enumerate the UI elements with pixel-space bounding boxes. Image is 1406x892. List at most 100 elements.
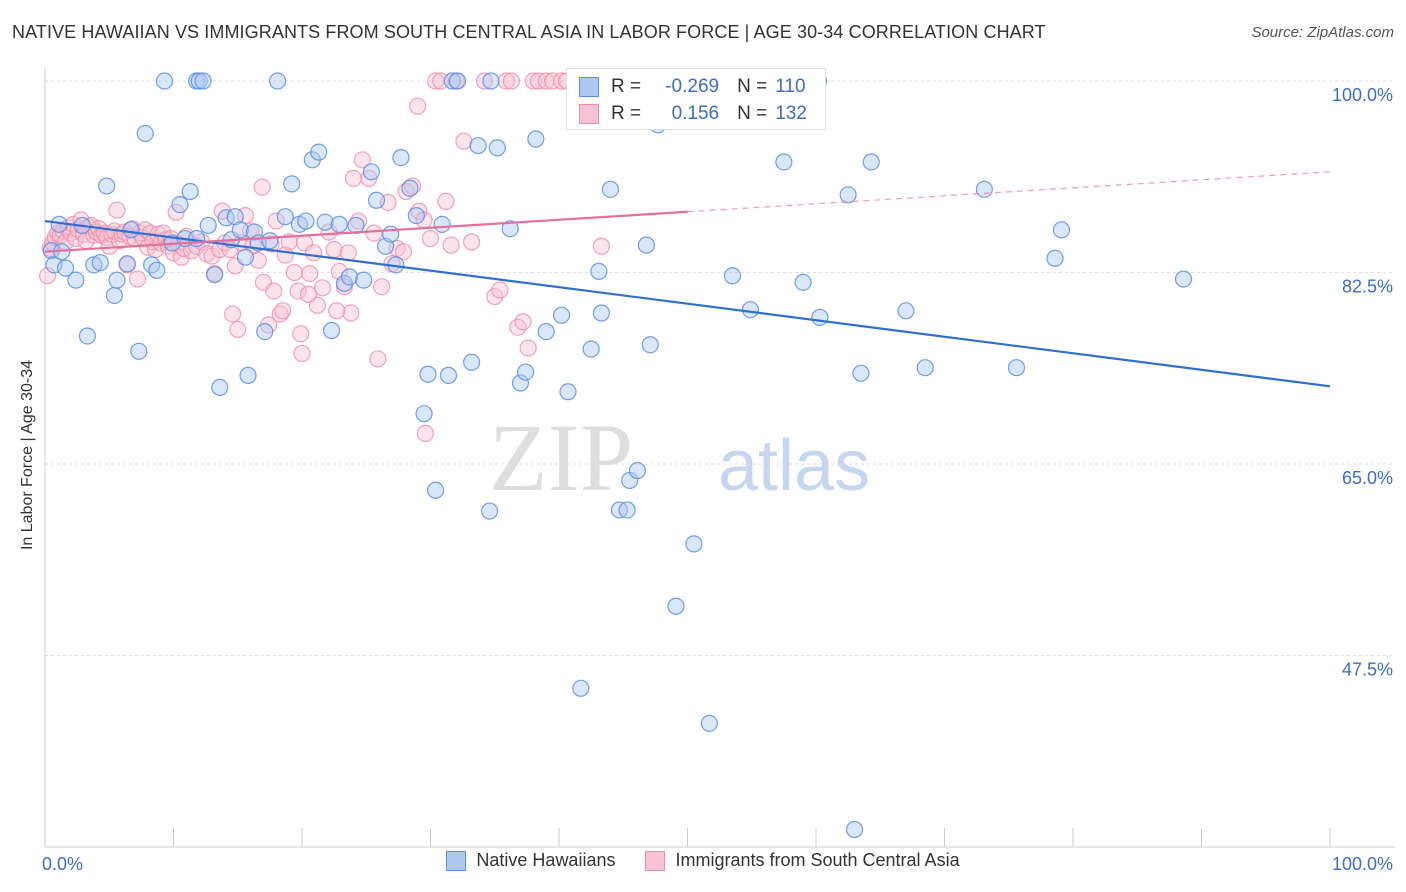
blue-trend-line: [44, 219, 1331, 388]
blue-point: [443, 72, 461, 90]
blue-point: [469, 136, 487, 155]
blue-point: [171, 196, 189, 214]
pink-point: [353, 151, 371, 169]
blue-point: [91, 254, 109, 272]
legend-label-blue: Native Hawaiians: [476, 850, 616, 870]
blue-point: [419, 365, 437, 383]
blue-point: [355, 271, 373, 289]
blue-point: [367, 191, 386, 209]
tick-labels: 47.5% 65.0% 82.5% 100.0% 0.0% 100.0%: [42, 85, 1393, 874]
blue-point: [601, 180, 620, 198]
watermark-atlas: atlas: [718, 426, 870, 506]
blue-point: [231, 221, 249, 239]
pink-point: [292, 325, 310, 343]
blue-point: [297, 212, 315, 230]
pink-point: [437, 192, 455, 210]
blue-point: [845, 820, 864, 839]
pink-point: [463, 233, 481, 251]
blue-point: [181, 182, 199, 201]
stats-box: R = -0.269 N = 110 R = 0.156 N = 132: [566, 68, 826, 130]
blue-series-points: [42, 72, 1193, 839]
blue-point: [685, 535, 703, 553]
blue-point: [188, 229, 206, 248]
legend: Native Hawaiians Immigrants from South C…: [0, 850, 1406, 871]
pink-point: [524, 72, 542, 90]
blue-point: [852, 364, 870, 382]
blue-point: [199, 216, 217, 235]
blue-point: [136, 124, 154, 143]
blue-point: [108, 271, 126, 289]
blue-point: [572, 679, 590, 697]
pink-point: [274, 302, 292, 320]
pink-series-points: [38, 72, 611, 442]
pink-point: [543, 72, 562, 90]
blue-point: [439, 366, 458, 384]
blue-point: [256, 322, 274, 341]
blue-point: [488, 139, 506, 157]
blue-point: [501, 220, 519, 238]
blue-point: [148, 261, 166, 279]
pink-point: [289, 282, 307, 300]
blue-point: [190, 72, 208, 90]
pink-point: [285, 263, 303, 282]
blue-point: [481, 502, 499, 520]
legend-swatch-blue: [446, 850, 467, 871]
blue-point: [245, 223, 264, 241]
pink-point: [502, 72, 521, 90]
blue-point: [155, 72, 174, 90]
pink-point: [108, 201, 126, 219]
pink-point: [369, 350, 387, 368]
blue-point: [98, 177, 116, 195]
blue-point: [392, 149, 410, 167]
pink-point: [313, 279, 332, 297]
blue-point: [236, 248, 255, 266]
blue-point: [85, 256, 103, 274]
pink-point: [442, 236, 460, 254]
blue-point: [511, 374, 530, 392]
blue-point: [211, 378, 229, 396]
legend-label-pink: Immigrants from South Central Asia: [675, 850, 960, 870]
blue-point: [239, 366, 257, 384]
blue-point: [975, 180, 993, 198]
blue-point: [862, 153, 880, 171]
pink-point: [427, 72, 445, 90]
pink-point: [293, 344, 311, 363]
blue-point: [1174, 270, 1193, 288]
pink-point: [325, 240, 343, 259]
blue-point: [582, 340, 600, 358]
blue-point: [362, 163, 380, 181]
pink-point: [304, 244, 323, 262]
pink-point: [394, 243, 413, 261]
pink-point: [514, 313, 532, 331]
pink-n-value: 132: [775, 103, 807, 124]
pink-point: [416, 424, 434, 442]
blue-point: [382, 225, 400, 243]
pink-point: [475, 72, 494, 90]
blue-point: [527, 130, 545, 148]
blue-n-value: 110: [775, 76, 806, 97]
blue-point: [217, 209, 235, 227]
blue-point: [226, 208, 244, 226]
pink-trend-line-dashed: [687, 171, 1331, 213]
blue-point: [322, 321, 341, 340]
blue-point: [741, 301, 760, 319]
pink-point: [491, 281, 509, 299]
legend-item-blue[interactable]: Native Hawaiians: [446, 850, 615, 871]
blue-r-label: R =: [611, 76, 642, 97]
pink-point: [38, 267, 57, 285]
blue-point: [316, 213, 334, 231]
pink-point: [409, 97, 427, 115]
y-tick-label: 65.0%: [1342, 468, 1393, 488]
blue-point: [592, 304, 611, 322]
blue-point: [261, 232, 279, 250]
legend-item-pink[interactable]: Immigrants from South Central Asia: [645, 850, 960, 871]
blue-point: [1007, 359, 1026, 377]
pink-point: [342, 304, 360, 322]
stats-row-pink: R = 0.156 N = 132: [579, 101, 807, 127]
blue-swatch: [579, 77, 599, 97]
y-tick-label: 82.5%: [1342, 277, 1393, 297]
blue-point: [811, 308, 829, 326]
blue-point: [723, 267, 742, 285]
blue-point: [463, 353, 481, 371]
